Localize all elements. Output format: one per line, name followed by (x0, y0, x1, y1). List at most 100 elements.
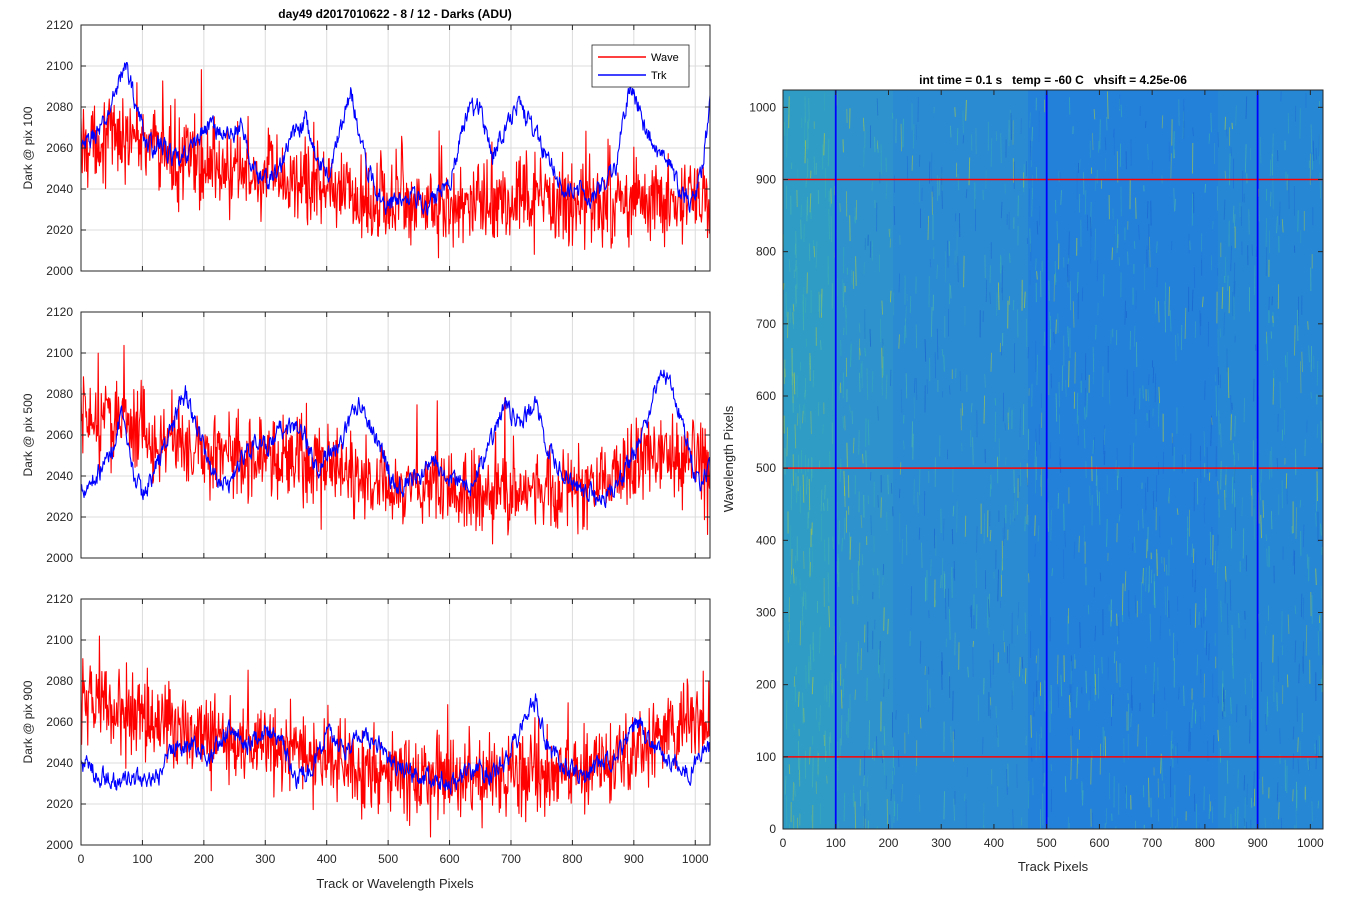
image-streak (1253, 265, 1256, 296)
image-streak (1320, 523, 1322, 536)
y-tick-label: 2060 (46, 428, 73, 442)
image-streak (1227, 367, 1230, 399)
image-band (1128, 90, 1134, 829)
x-tick-label: 900 (624, 852, 644, 866)
image-streak (1194, 579, 1196, 593)
image-streak (1130, 713, 1132, 728)
image-streak (1210, 415, 1212, 447)
image-streak (861, 554, 864, 566)
image-band (838, 90, 844, 829)
image-band (1173, 90, 1179, 829)
image-streak (1099, 119, 1101, 150)
image-streak (1173, 131, 1175, 159)
image-streak (1113, 129, 1115, 138)
image-streak (926, 379, 929, 394)
image-streak (1024, 612, 1027, 634)
image-streak (1051, 568, 1053, 577)
image-streak (815, 241, 818, 268)
image-streak (934, 599, 937, 607)
image-streak (1056, 221, 1059, 241)
image-band (1073, 90, 1079, 829)
image-band (1263, 90, 1269, 829)
image-streak (827, 138, 830, 167)
panel-middle: 2000 2020 2040 2060 2080 2100 2120 Dark @ pix … (21, 305, 711, 565)
image-streak (1278, 201, 1281, 226)
image-streak (900, 123, 903, 152)
image-streak (793, 373, 795, 384)
image-band (1158, 90, 1164, 829)
image-streak (947, 240, 949, 268)
image-streak (1094, 228, 1097, 261)
image-streak (1076, 392, 1079, 424)
image-streak (844, 486, 846, 508)
image-band (853, 90, 859, 829)
image-streak (1001, 558, 1003, 575)
image-streak (951, 528, 954, 545)
image-streak (940, 575, 942, 589)
image-streak (1094, 688, 1096, 702)
image-band (823, 90, 829, 829)
image-streak (898, 334, 900, 349)
y-axis-label: Dark @ pix 500 (21, 393, 35, 476)
image-streak (1090, 756, 1092, 785)
image-band (1303, 90, 1309, 829)
image-streak (809, 746, 811, 765)
image-streak (809, 561, 811, 577)
image-streak (929, 258, 932, 268)
image-streak (893, 205, 896, 226)
image-streak (1199, 716, 1202, 730)
image-streak (1121, 583, 1124, 616)
image-streak (1298, 663, 1300, 684)
image-streak (883, 659, 886, 689)
image-band (843, 90, 849, 829)
image-streak (1142, 385, 1144, 399)
image-streak (1143, 824, 1145, 829)
image-streak (1145, 121, 1147, 129)
image-streak (963, 255, 965, 288)
x-tick-label: 600 (1089, 836, 1109, 850)
image-streak (1310, 392, 1312, 399)
series-line-wave (81, 344, 710, 545)
image-streak (987, 619, 990, 636)
series-layer (81, 61, 710, 259)
image-band (948, 90, 954, 829)
x-tick-label: 1000 (1297, 836, 1324, 850)
image-streak (1182, 111, 1185, 139)
image-streak (1203, 673, 1206, 698)
image-streak (952, 505, 955, 517)
x-tick-label: 500 (378, 852, 398, 866)
image-streak (1176, 508, 1179, 515)
image-streak (1176, 596, 1179, 612)
image-streak (883, 607, 885, 631)
series-line-trk (81, 61, 710, 216)
image-band (1008, 90, 1014, 829)
image-streak (808, 478, 811, 511)
y-tick-label: 2120 (46, 305, 73, 319)
image-streak (924, 666, 926, 675)
image-streak (1169, 827, 1171, 829)
image-streak (1163, 783, 1165, 799)
image-streak (794, 424, 797, 449)
image-streak (1307, 758, 1309, 770)
image-streak (1026, 477, 1029, 487)
image-band (1283, 90, 1289, 829)
image-streak (1158, 386, 1161, 404)
image-streak (1230, 245, 1232, 272)
image-streak (1026, 504, 1028, 525)
image-streak (1064, 530, 1066, 548)
image-streak (838, 520, 840, 545)
image-streak (1318, 735, 1321, 757)
image-streak (1068, 261, 1070, 286)
image-streak (1023, 291, 1026, 309)
image-band (1313, 90, 1319, 829)
image-streak (1297, 737, 1299, 753)
image-band (1023, 90, 1029, 829)
image-streak (1301, 351, 1303, 373)
image-band (1018, 90, 1024, 829)
image-streak (883, 726, 886, 746)
image-streak (918, 527, 921, 540)
image-streak (858, 372, 861, 393)
image-streak (1053, 274, 1056, 302)
image-streak (793, 827, 795, 829)
image-streak (1009, 253, 1011, 263)
